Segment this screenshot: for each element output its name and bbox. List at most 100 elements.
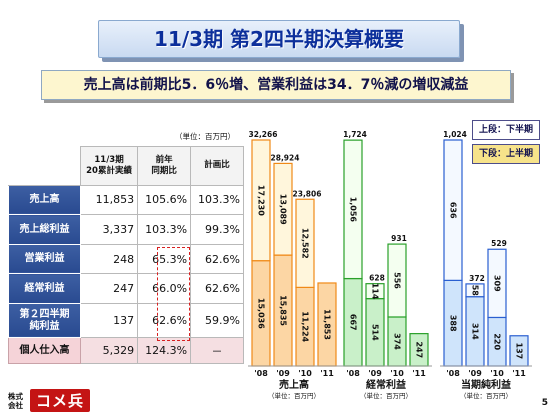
bar-upper bbox=[465, 283, 485, 298]
cell-value: 62.6% bbox=[137, 302, 192, 339]
logo-company-type: 株式 会社 bbox=[8, 391, 23, 410]
bar-lower-label: 388 bbox=[449, 315, 458, 332]
cell-value: 3,337 bbox=[79, 214, 139, 245]
company-logo: 株式 会社 コメ兵 bbox=[8, 389, 91, 412]
x-tick-label: '08 bbox=[346, 369, 360, 378]
cell-value: 99.3% bbox=[190, 214, 244, 245]
kpi-table: 11/3期 20累計実績 前年 同期比 計画比 売上高 11,853 105.6… bbox=[8, 146, 244, 364]
bar-lower-label: 15,835 bbox=[279, 295, 288, 326]
cell-value: 5,329 bbox=[79, 337, 139, 364]
table-header-row: 11/3期 20累計実績 前年 同期比 計画比 bbox=[8, 146, 244, 186]
bar-upper-label: 556 bbox=[393, 272, 402, 289]
legend-lower-half: 下段：上半期 bbox=[472, 144, 540, 164]
row-label: 経常利益 bbox=[8, 273, 81, 304]
bar-upper-label: 12,582 bbox=[301, 228, 310, 259]
bar-upper-label: 1,056 bbox=[349, 197, 358, 223]
cell-value: 124.3% bbox=[137, 337, 192, 364]
bar-total-label: 1,024 bbox=[443, 130, 467, 139]
row-label: 個人仕入高 bbox=[8, 337, 81, 364]
bar-lower-label: 220 bbox=[493, 333, 502, 350]
chart-unit: （単位：百万円） bbox=[268, 391, 320, 400]
bar-lower-label: 15,036 bbox=[257, 298, 266, 329]
cell-value: 59.9% bbox=[190, 302, 244, 339]
x-tick-label: '09 bbox=[276, 369, 290, 378]
table-row: 第２四半期 純利益 137 62.6% 59.9% bbox=[8, 302, 244, 339]
bar-lower-label: 11,853 bbox=[323, 309, 332, 340]
row-label: 第２四半期 純利益 bbox=[8, 302, 81, 339]
chart-title: 売上高 bbox=[279, 378, 309, 391]
x-tick-label: '09 bbox=[368, 369, 382, 378]
bar-upper bbox=[443, 139, 463, 281]
bar-upper bbox=[273, 162, 293, 256]
bar-lower-label: 514 bbox=[371, 324, 380, 341]
table-row: 営業利益 248 65.3% 62.6% bbox=[8, 243, 244, 275]
x-tick-label: '10 bbox=[390, 369, 404, 378]
bar-upper-label: 17,230 bbox=[257, 185, 266, 216]
bar-lower-label: 314 bbox=[471, 323, 480, 340]
bar-upper-label: 309 bbox=[493, 275, 502, 292]
bar-upper bbox=[365, 283, 385, 300]
chart-title: 当期純利益 bbox=[461, 378, 511, 391]
row-label: 売上総利益 bbox=[8, 214, 81, 245]
x-tick-label: '08 bbox=[446, 369, 460, 378]
table-unit-note: （単位：百万円） bbox=[175, 132, 235, 141]
bar-total-label: 23,806 bbox=[293, 189, 322, 198]
chart-title: 経常利益 bbox=[366, 378, 406, 391]
logo-brand: コメ兵 bbox=[30, 389, 91, 412]
header-plan: 計画比 bbox=[190, 146, 244, 186]
x-tick-label: '10 bbox=[298, 369, 312, 378]
header-cumulative: 11/3期 20累計実績 bbox=[79, 146, 139, 186]
legend-upper-half: 上段：下半期 bbox=[472, 120, 540, 140]
table-corner bbox=[8, 146, 81, 186]
bar-total-label: 32,266 bbox=[249, 130, 278, 139]
cell-value: 103.3% bbox=[190, 184, 244, 216]
bar-upper bbox=[487, 248, 507, 319]
cell-value: 105.6% bbox=[137, 184, 192, 216]
x-tick-label: '11 bbox=[512, 369, 526, 378]
bar-total-label: 372 bbox=[469, 274, 485, 283]
x-tick-label: '11 bbox=[412, 369, 426, 378]
bar-lower-label: 374 bbox=[393, 333, 402, 350]
bar-upper-label: 114 bbox=[371, 283, 380, 300]
cell-value: 248 bbox=[79, 243, 139, 275]
row-label: 営業利益 bbox=[8, 243, 81, 275]
table-row: 売上総利益 3,337 103.3% 99.3% bbox=[8, 214, 244, 245]
bar-total-label: 1,724 bbox=[343, 130, 367, 139]
chart-unit: （単位：百万円） bbox=[360, 391, 412, 400]
cell-value: 137 bbox=[79, 302, 139, 339]
x-tick-label: '11 bbox=[320, 369, 334, 378]
table-row: 売上高 11,853 105.6% 103.3% bbox=[8, 184, 244, 216]
cell-value: 11,853 bbox=[79, 184, 139, 216]
page-number: 5 bbox=[541, 398, 548, 408]
bar-upper bbox=[295, 198, 315, 288]
row-label: 売上高 bbox=[8, 184, 81, 216]
bar-upper bbox=[387, 243, 407, 318]
cell-value: － bbox=[190, 337, 244, 364]
table-row: 経常利益 247 66.0% 62.6% bbox=[8, 273, 244, 304]
bar-total-label: 28,924 bbox=[271, 153, 300, 162]
bar-lower-label: 667 bbox=[349, 314, 358, 331]
bar-upper bbox=[343, 139, 363, 280]
bar-lower-label: 247 bbox=[415, 341, 424, 358]
bar-upper-label: 58 bbox=[471, 285, 480, 297]
cell-value: 66.0% bbox=[137, 273, 192, 304]
bar-total-label: 529 bbox=[491, 239, 507, 248]
bar-upper-label: 13,089 bbox=[279, 194, 288, 225]
table-row: 個人仕入高 5,329 124.3% － bbox=[8, 337, 244, 364]
bar-upper bbox=[251, 139, 271, 262]
slide-title: 11/3期 第2四半期決算概要 bbox=[98, 20, 460, 58]
cell-value: 247 bbox=[79, 273, 139, 304]
chart-unit: （単位：百万円） bbox=[460, 391, 512, 400]
x-tick-label: '09 bbox=[468, 369, 482, 378]
x-tick-label: '10 bbox=[490, 369, 504, 378]
x-tick-label: '08 bbox=[254, 369, 268, 378]
bar-lower-label: 11,224 bbox=[301, 311, 310, 342]
bar-total-label: 931 bbox=[391, 234, 407, 243]
bar-upper-label: 636 bbox=[449, 202, 458, 219]
header-yoy: 前年 同期比 bbox=[137, 146, 192, 186]
summary-banner: 売上高は前期比5．6％増、営業利益は34．7％減の増収減益 bbox=[41, 70, 511, 100]
cell-value: 62.6% bbox=[190, 273, 244, 304]
bar-lower-label: 137 bbox=[515, 343, 524, 360]
bar-total-label: 628 bbox=[369, 274, 385, 283]
